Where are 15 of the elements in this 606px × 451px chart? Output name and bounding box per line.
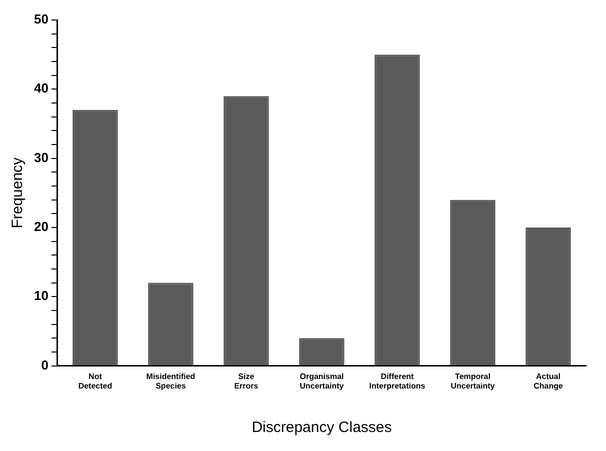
x-tick-label: Size Errors	[234, 372, 259, 390]
x-tick-label: Organismal Uncertainty	[300, 372, 344, 390]
y-tick-label: 40	[34, 80, 48, 96]
x-tick-label: Temporal Uncertainty	[450, 372, 496, 390]
y-axis-title: Frequency	[9, 156, 26, 228]
x-tick-label: Actual Change	[534, 372, 564, 390]
y-tick-label: 20	[34, 219, 48, 234]
x-tick-label: Not Detected	[78, 372, 112, 390]
y-tick-label: 0	[41, 357, 48, 372]
y-tick-label: 10	[34, 288, 48, 304]
x-tick-label: Different Interpretations	[369, 372, 426, 390]
x-axis-title: Discrepancy Classes	[252, 419, 392, 436]
y-tick-label: 30	[34, 150, 48, 165]
x-tick-label: Misidentified Species	[146, 372, 196, 390]
y-tick-label: 50	[34, 12, 48, 27]
